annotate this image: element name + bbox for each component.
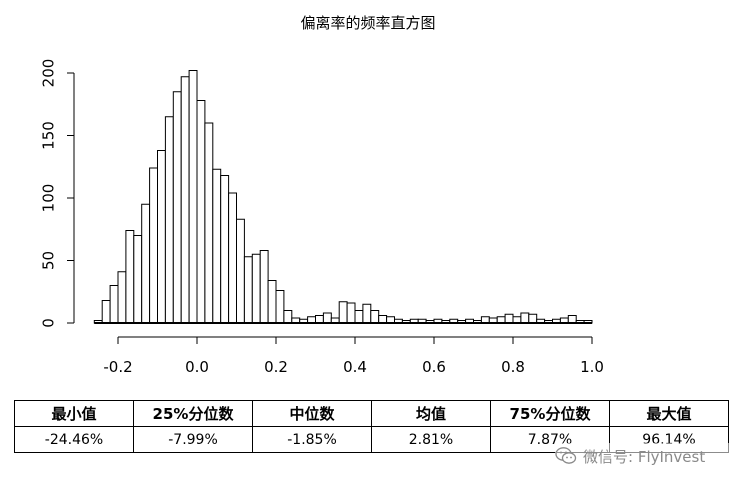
stats-table: 最小值 25%分位数 中位数 均值 75%分位数 最大值 -24.46% -7.… — [14, 400, 729, 453]
histogram-bar — [370, 310, 380, 324]
histogram-bar — [117, 271, 127, 324]
stats-header-row: 最小值 25%分位数 中位数 均值 75%分位数 最大值 — [14, 400, 729, 427]
histogram-bar — [267, 280, 277, 324]
histogram-bar — [196, 100, 206, 324]
histogram-bar — [346, 302, 356, 324]
x-tick-label: 0.0 — [185, 358, 209, 376]
histogram-bar — [141, 203, 151, 324]
x-tick-label: -0.2 — [103, 358, 132, 376]
histogram-bar — [520, 312, 530, 324]
histogram-bar — [164, 116, 174, 324]
histogram-bar — [180, 76, 190, 324]
stats-header-cell: 中位数 — [252, 400, 372, 427]
y-tick-label: 100 — [39, 184, 57, 213]
chart-title: 偏离率的频率直方图 — [300, 14, 435, 32]
histogram-bar — [125, 230, 135, 324]
histogram-bar — [354, 310, 364, 324]
stats-header-cell: 最大值 — [609, 400, 729, 427]
histogram-bar — [362, 303, 372, 324]
histogram-bar — [322, 312, 332, 324]
x-axis: -0.2 0.0 0.2 0.4 0.6 0.8 1.0 — [103, 336, 604, 376]
stats-header-cell: 均值 — [371, 400, 491, 427]
y-tick-label: 0 — [39, 318, 57, 328]
x-tick-label: 0.4 — [343, 358, 367, 376]
histogram-bar — [157, 150, 166, 324]
stats-value-cell: -24.46% — [14, 426, 134, 453]
wechat-icon — [555, 447, 577, 464]
x-tick-label: 0.8 — [501, 358, 525, 376]
histogram-bar — [243, 256, 253, 324]
histogram-bar — [172, 91, 182, 324]
histogram-bar — [133, 235, 143, 324]
x-tick-label: 0.2 — [264, 358, 288, 376]
histogram-bar — [275, 290, 285, 324]
histogram-bar — [283, 310, 293, 324]
histogram-bar — [378, 315, 388, 324]
histogram-bar — [149, 167, 159, 324]
histogram-bar — [567, 315, 577, 324]
histogram-bar — [101, 300, 111, 324]
histogram-bar — [109, 285, 119, 324]
histogram-bar — [236, 218, 245, 324]
watermark: 微信号: FlyInvest — [555, 443, 735, 469]
histogram-bars — [93, 70, 593, 324]
histogram-bar — [259, 250, 269, 324]
histogram-bar — [212, 168, 222, 324]
y-tick-label: 150 — [39, 121, 57, 150]
histogram-bar — [251, 253, 261, 324]
y-tick-label: 200 — [39, 59, 57, 88]
stats-value-cell: -7.99% — [133, 426, 253, 453]
histogram-bar — [528, 313, 538, 324]
histogram-bar — [220, 175, 230, 324]
histogram-bar — [228, 192, 238, 324]
watermark-text: 微信号: FlyInvest — [583, 447, 706, 466]
histogram-chart: 偏离率的频率直方图 -0.2 0.0 0.2 0.4 0.6 0.8 1.0 0 50 100 1… — [39, 14, 604, 376]
stats-value-cell: 2.81% — [371, 426, 491, 453]
histogram-bar — [338, 301, 348, 324]
stats-value-cell: -1.85% — [252, 426, 372, 453]
stats-header-cell: 最小值 — [14, 400, 134, 427]
histogram-bar — [204, 122, 214, 324]
histogram-bar — [188, 70, 198, 324]
y-tick-label: 50 — [39, 251, 57, 270]
x-tick-label: 0.6 — [422, 358, 446, 376]
histogram-bar — [504, 313, 514, 324]
stats-header-cell: 75%分位数 — [490, 400, 610, 427]
x-tick-label: 1.0 — [580, 358, 604, 376]
histogram-bar — [315, 315, 324, 324]
y-axis: 0 50 100 150 200 — [39, 59, 75, 328]
stats-header-cell: 25%分位数 — [133, 400, 253, 427]
